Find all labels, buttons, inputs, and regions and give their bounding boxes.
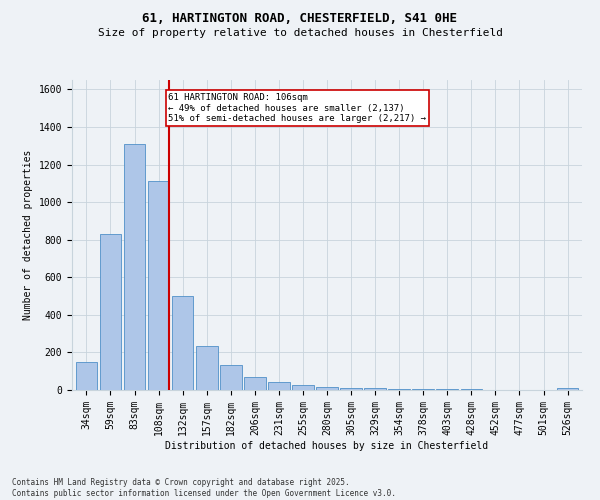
- Bar: [436, 389, 458, 390]
- Bar: [172, 296, 193, 390]
- Y-axis label: Number of detached properties: Number of detached properties: [23, 150, 33, 320]
- Bar: [196, 346, 218, 390]
- X-axis label: Distribution of detached houses by size in Chesterfield: Distribution of detached houses by size …: [166, 440, 488, 450]
- Bar: [268, 382, 290, 390]
- Bar: [557, 388, 578, 390]
- Text: Contains HM Land Registry data © Crown copyright and database right 2025.
Contai: Contains HM Land Registry data © Crown c…: [12, 478, 396, 498]
- Text: 61 HARTINGTON ROAD: 106sqm
← 49% of detached houses are smaller (2,137)
51% of s: 61 HARTINGTON ROAD: 106sqm ← 49% of deta…: [168, 93, 426, 123]
- Bar: [148, 182, 169, 390]
- Text: Size of property relative to detached houses in Chesterfield: Size of property relative to detached ho…: [97, 28, 503, 38]
- Bar: [244, 377, 266, 390]
- Bar: [364, 388, 386, 390]
- Bar: [340, 388, 362, 390]
- Bar: [124, 144, 145, 390]
- Bar: [100, 234, 121, 390]
- Bar: [388, 389, 410, 390]
- Bar: [220, 364, 242, 390]
- Bar: [316, 387, 338, 390]
- Bar: [412, 389, 434, 390]
- Bar: [76, 362, 97, 390]
- Text: 61, HARTINGTON ROAD, CHESTERFIELD, S41 0HE: 61, HARTINGTON ROAD, CHESTERFIELD, S41 0…: [143, 12, 458, 26]
- Bar: [292, 386, 314, 390]
